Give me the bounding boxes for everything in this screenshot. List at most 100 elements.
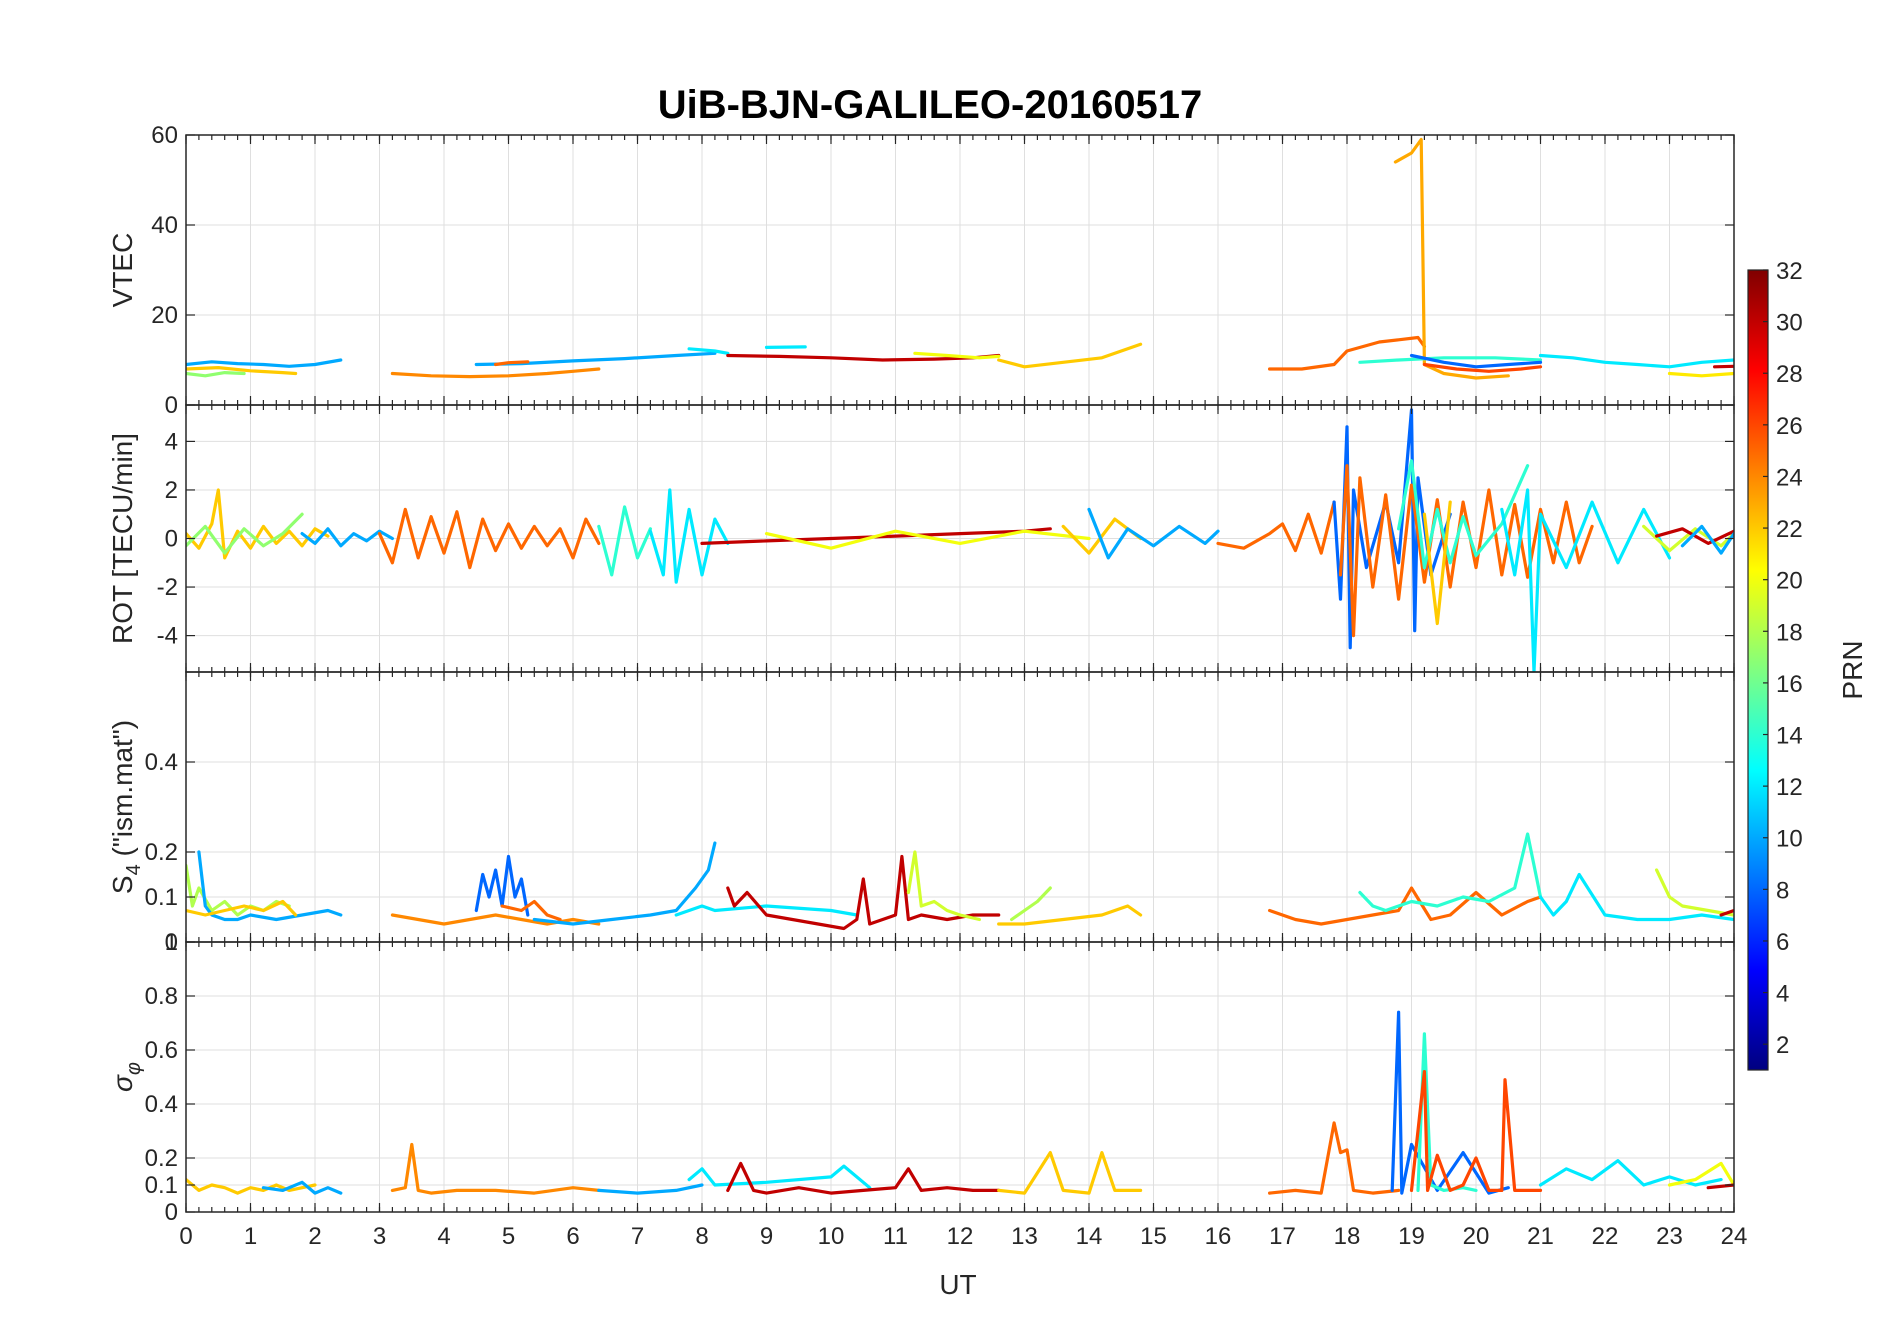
x-tick-label: 2 xyxy=(308,1223,321,1250)
x-tick-label: 21 xyxy=(1527,1223,1554,1250)
colorbar-tick-label: 24 xyxy=(1776,464,1803,491)
s4-y-tick-label: 0.1 xyxy=(145,884,178,911)
x-tick-labels: 0 1 2 3 4 5 6 7 8 9 10 11 12 13 14 15 16 17 18 19 20 21 22 23 24 xyxy=(179,1223,1747,1250)
x-tick-label: 11 xyxy=(883,1223,908,1250)
vtec-series-prn25 xyxy=(494,360,530,367)
sigma-y-tick-label: 0.4 xyxy=(145,1091,178,1118)
colorbar-tick-label: 18 xyxy=(1776,619,1803,646)
x-tick-label: 8 xyxy=(695,1223,708,1250)
x-tick-label: 22 xyxy=(1592,1223,1619,1250)
colorbar-tick-label: 28 xyxy=(1776,361,1803,388)
s4-series-prn12 xyxy=(674,904,859,917)
vtec-series-prn12 xyxy=(687,347,730,355)
x-tick-label: 12 xyxy=(947,1223,974,1250)
s4-series-prn24 xyxy=(390,913,601,926)
vtec-series-prn20 xyxy=(913,351,1001,360)
rot-series-group xyxy=(186,408,1734,672)
s4-y-tick-label: 0.4 xyxy=(145,749,178,776)
vtec-y-tick-label: 20 xyxy=(151,302,178,329)
s4-series-prn30 xyxy=(1719,908,1734,917)
sigma-y-tick-label: 0.8 xyxy=(145,983,178,1010)
colorbar-tick-label: 16 xyxy=(1776,671,1803,698)
vtec-series-prn10 xyxy=(186,358,343,368)
sigma-series-prn30 xyxy=(726,1161,1001,1195)
rot-y-axis-label: ROT [TECU/min] xyxy=(107,433,138,644)
rot-series-prn10 xyxy=(1680,524,1734,555)
rot-series-prn22 xyxy=(1422,500,1452,626)
sigma-series-prn10 xyxy=(597,1183,704,1195)
colorbar-tick-label: 20 xyxy=(1776,568,1803,595)
sigma-series-prn8 xyxy=(1390,1010,1510,1195)
x-tick-label: 3 xyxy=(373,1223,386,1250)
sigma-series-prn12 xyxy=(1538,1159,1723,1187)
rot-series-prn17 xyxy=(186,512,304,555)
rot-series-prn14 xyxy=(597,505,653,577)
rot-series-prn19 xyxy=(1642,524,1734,553)
panel-rot: -4 -2 0 2 4 ROT [TECU/min] xyxy=(107,404,1735,673)
colorbar-label: PRN xyxy=(1837,640,1868,699)
s4-series-prn19 xyxy=(906,850,982,922)
chart-title: UiB-BJN-GALILEO-20160517 xyxy=(658,83,1203,127)
s4-y-label-main: S xyxy=(107,875,138,894)
rot-series-prn12 xyxy=(648,488,730,584)
sigma-series-prn25 xyxy=(1267,1121,1401,1195)
sigma-series-prn22 xyxy=(997,1150,1143,1195)
x-tick-label: 15 xyxy=(1140,1223,1167,1250)
s4-series-prn22 xyxy=(186,899,298,917)
vtec-series-prn14 xyxy=(1358,356,1543,364)
s4-y-tick-label: 0.2 xyxy=(145,839,178,866)
vtec-series-prn30 xyxy=(1712,364,1734,369)
vtec-series-prn25 xyxy=(1267,335,1427,371)
vtec-series-prn26 xyxy=(1422,362,1543,373)
vtec-series-prn22 xyxy=(997,342,1143,369)
sigma-y-tick-label: 0.1 xyxy=(145,1172,178,1199)
rot-y-tick-label: 4 xyxy=(165,428,178,455)
s4-y-label-rest: ("ism.mat") xyxy=(107,720,138,864)
sigma-y-tick-label: 0 xyxy=(165,1199,178,1226)
colorbar-tick-label: 2 xyxy=(1776,1032,1789,1059)
sigma-series-prn26 xyxy=(1409,1069,1543,1193)
sigma-series-prn20 xyxy=(1667,1161,1734,1187)
sigma-y-tick-label: 0.6 xyxy=(145,1037,178,1064)
vtec-series-prn8 xyxy=(1409,353,1543,369)
vtec-series-prn12 xyxy=(1538,353,1734,369)
vtec-series-prn21 xyxy=(1667,371,1734,378)
x-tick-label: 17 xyxy=(1269,1223,1296,1250)
vtec-y-axis-label: VTEC xyxy=(107,233,138,308)
rot-series-prn10 xyxy=(1087,507,1220,560)
rot-y-tick-label: 2 xyxy=(165,477,178,504)
sigma-y-label-sub: φ xyxy=(123,1062,145,1075)
s4-y-axis-label: S4 ("ism.mat") xyxy=(107,720,145,894)
vtec-series-prn23 xyxy=(1393,137,1510,380)
s4-series-prn12 xyxy=(1538,872,1734,922)
colorbar-tick-label: 32 xyxy=(1776,258,1803,285)
x-tick-label: 20 xyxy=(1463,1223,1490,1250)
sigma-series-prn12 xyxy=(687,1164,872,1190)
vtec-y-tick-label: 60 xyxy=(151,122,178,149)
rot-series-prn25 xyxy=(1216,500,1336,555)
sigma-y-label-main: σ xyxy=(107,1074,138,1092)
x-tick-label: 24 xyxy=(1721,1223,1748,1250)
s4-series-prn10 xyxy=(197,850,343,922)
s4-y-tick-label: 0 xyxy=(165,929,178,956)
sigma-series-prn22 xyxy=(186,1177,317,1195)
sigma-series-prn24 xyxy=(390,1142,601,1195)
rot-series-prn12 xyxy=(1500,488,1672,672)
rot-y-tick-label: 0 xyxy=(165,526,178,553)
rot-series-prn25 xyxy=(377,507,601,570)
x-tick-label: 16 xyxy=(1205,1223,1232,1250)
x-tick-label: 1 xyxy=(244,1223,257,1250)
vtec-series-prn17 xyxy=(186,371,246,378)
vtec-series-prn24 xyxy=(390,367,601,379)
colorbar-tick-label: 6 xyxy=(1776,929,1789,956)
sigma-series-prn10 xyxy=(261,1180,343,1195)
colorbar-tick-label: 12 xyxy=(1776,774,1803,801)
sigma-y-tick-label: 1 xyxy=(165,929,178,956)
s4-series-prn25 xyxy=(1267,886,1543,926)
colorbar-tick-label: 30 xyxy=(1776,310,1803,337)
x-tick-label: 9 xyxy=(760,1223,773,1250)
colorbar-tick-label: 14 xyxy=(1776,723,1803,750)
